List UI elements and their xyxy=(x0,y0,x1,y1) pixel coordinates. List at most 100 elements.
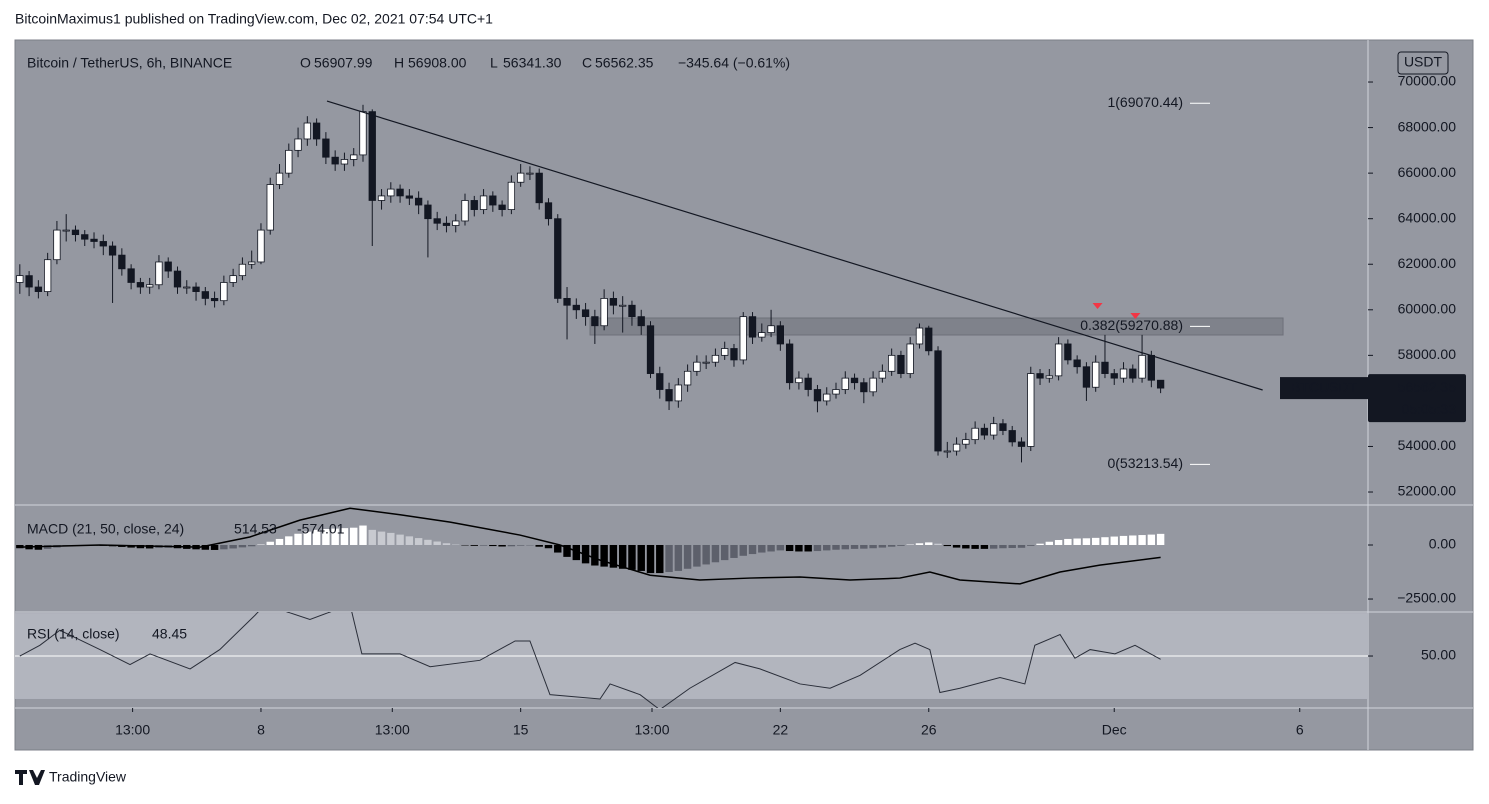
histogram-bar xyxy=(869,544,877,549)
candle-body xyxy=(210,298,219,302)
footer-logo: TradingView xyxy=(15,769,127,785)
y-tick-label: −2500.00 xyxy=(1397,590,1456,606)
macd-title: MACD (21, 50, close, 24) xyxy=(27,521,184,537)
candle-body xyxy=(850,377,859,384)
histogram-bar xyxy=(294,533,302,545)
candle-body xyxy=(387,188,395,197)
histogram-bar xyxy=(201,544,210,550)
histogram-bar xyxy=(414,538,423,545)
histogram-bar xyxy=(350,527,358,545)
histogram-bar xyxy=(656,544,664,574)
histogram-bar xyxy=(1027,544,1035,546)
histogram-bar xyxy=(860,544,868,549)
candle-body xyxy=(990,423,998,436)
histogram-bar xyxy=(1017,544,1026,548)
x-tick-label: 13:00 xyxy=(375,722,410,738)
candle-body xyxy=(1073,359,1081,368)
histogram-bar xyxy=(266,541,274,545)
histogram-bar xyxy=(999,544,1007,549)
histogram-bar xyxy=(424,539,432,545)
candle-body xyxy=(1017,441,1026,447)
candle-body xyxy=(220,282,228,302)
histogram-bar xyxy=(934,543,942,545)
candle-body xyxy=(748,316,757,338)
histogram-bar xyxy=(1036,543,1044,545)
candle-body xyxy=(581,309,590,318)
y-tick-label: 60000.00 xyxy=(1398,301,1457,317)
histogram-bar xyxy=(303,531,312,545)
histogram-bar xyxy=(368,529,376,545)
candle-body xyxy=(424,204,432,220)
candle-body xyxy=(665,389,673,402)
histogram-bar xyxy=(785,544,794,552)
histogram-bar xyxy=(897,544,905,546)
candle-body xyxy=(1064,343,1072,361)
histogram-bar xyxy=(767,544,775,552)
candle-body xyxy=(1054,343,1063,377)
histogram-bar xyxy=(637,544,645,571)
resistance-zone xyxy=(589,317,1284,336)
candle-body xyxy=(368,111,376,201)
rsi-title: RSI (14, close) xyxy=(27,626,120,642)
histogram-bar xyxy=(340,528,349,545)
candle-body xyxy=(544,202,553,220)
histogram-bar xyxy=(433,541,441,545)
candle-body xyxy=(702,361,710,364)
y-tick-label: 0.00 xyxy=(1429,536,1456,552)
histogram-bar xyxy=(618,544,627,569)
histogram-bar xyxy=(665,544,673,573)
histogram-bar xyxy=(971,544,979,549)
candle-body xyxy=(943,450,951,453)
candle-body xyxy=(1008,430,1016,443)
histogram-bar xyxy=(1082,538,1091,545)
candle-body xyxy=(294,138,302,151)
marker xyxy=(1130,312,1141,319)
histogram-bar xyxy=(591,544,599,566)
y-tick-label: 70000.00 xyxy=(1398,73,1457,89)
histogram-bar xyxy=(813,544,822,552)
legend-c_label: C xyxy=(582,55,592,71)
candle-body xyxy=(572,304,580,311)
histogram-bar xyxy=(878,544,887,548)
candle-body xyxy=(155,261,163,286)
candle-body xyxy=(16,275,24,283)
candle-body xyxy=(980,427,989,436)
y-tick-label: 50.00 xyxy=(1421,647,1456,663)
candle-body xyxy=(25,275,33,288)
histogram-bar xyxy=(609,544,618,568)
candle-body xyxy=(1138,354,1146,379)
candle-body xyxy=(81,234,89,240)
candle-body xyxy=(591,316,599,327)
ticker-box xyxy=(1280,377,1368,400)
fib-label: 1(69070.44) xyxy=(1107,94,1183,110)
candle-body xyxy=(498,204,506,210)
x-tick-label: 22 xyxy=(773,722,789,738)
currency-box xyxy=(1397,51,1449,75)
histogram-bar xyxy=(758,544,766,553)
histogram-bar xyxy=(1119,535,1128,545)
candle-body xyxy=(804,377,812,390)
histogram-bar xyxy=(498,544,506,547)
histogram-bar xyxy=(1147,534,1156,545)
price-pane: 1(69070.44) 0.382(59270.88) 0(53213.54) xyxy=(16,94,1284,471)
ticker: BTCUSDT xyxy=(1291,379,1358,395)
candle-body xyxy=(108,245,117,256)
histogram-bar xyxy=(396,534,404,545)
candle-body xyxy=(452,220,460,226)
candle-body xyxy=(118,254,126,270)
candle-body xyxy=(442,222,451,226)
trendline xyxy=(326,100,1263,391)
histogram-bar xyxy=(275,538,284,545)
histogram-bar xyxy=(683,544,692,569)
candle-body xyxy=(999,423,1007,431)
candle-body xyxy=(489,195,497,206)
candle-body xyxy=(266,184,274,231)
histogram-bar xyxy=(628,544,636,570)
symbol: Bitcoin / TetherUS, 6h, BINANCE xyxy=(27,55,232,71)
histogram-bar xyxy=(850,544,859,549)
candle-body xyxy=(238,263,247,277)
candle-body xyxy=(71,229,80,236)
candle-body xyxy=(554,218,562,299)
candle-body xyxy=(461,200,469,222)
histogram-bar xyxy=(739,544,747,556)
